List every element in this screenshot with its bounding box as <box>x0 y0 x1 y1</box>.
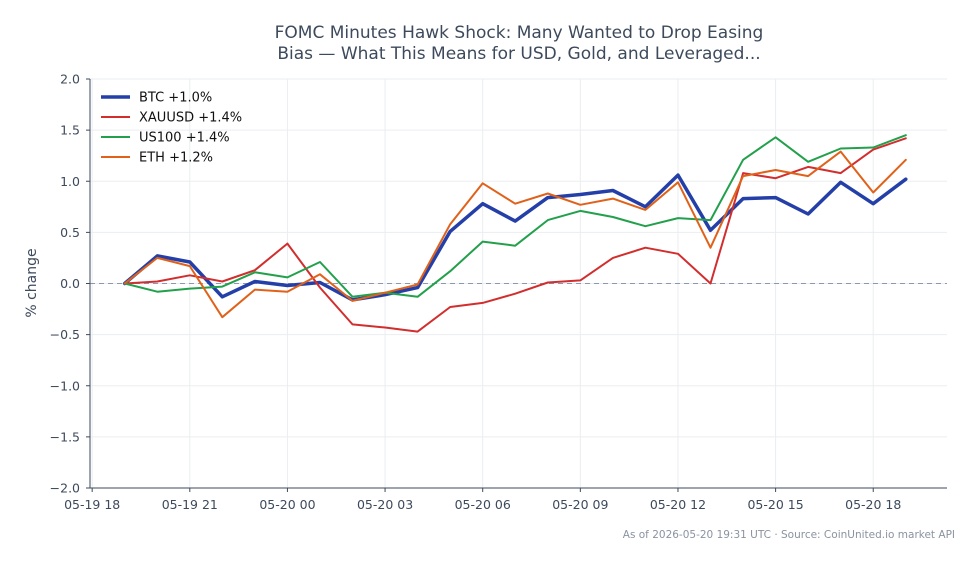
y-tick-label-4: 0.0 <box>60 276 80 291</box>
x-tick-label-0: 05-19 18 <box>64 497 120 512</box>
legend-label-3: ETH +1.2% <box>139 151 213 166</box>
x-tick-label-4: 05-20 06 <box>455 497 511 512</box>
y-tick-label-1: 1.5 <box>60 123 80 138</box>
x-tick-label-5: 05-20 09 <box>552 497 608 512</box>
series-line-3 <box>123 150 907 319</box>
y-axis-label: % change <box>24 248 40 317</box>
y-tick-label-3: 0.5 <box>60 225 80 240</box>
y-tick-label-6: −1.0 <box>50 378 80 393</box>
chart-title-line-1: FOMC Minutes Hawk Shock: Many Wanted to … <box>275 23 764 43</box>
source-footer: As of 2026-05-20 19:31 UTC · Source: Coi… <box>623 529 955 541</box>
x-tick-label-1: 05-19 21 <box>162 497 218 512</box>
x-tick-label-6: 05-20 12 <box>650 497 706 512</box>
series-group <box>122 134 908 333</box>
legend-label-1: XAUUSD +1.4% <box>139 111 242 126</box>
y-tick-labels: 2.0 1.5 1.0 0.5 0.0 −0.5 −1.0 −1.5 −2.0 <box>50 72 80 496</box>
legend-label-0: BTC +1.0% <box>139 91 212 106</box>
x-tick-label-2: 05-20 00 <box>259 497 315 512</box>
y-tick-label-5: −0.5 <box>50 327 80 342</box>
y-tick-label-7: −1.5 <box>50 429 80 444</box>
x-tick-label-8: 05-20 18 <box>845 497 901 512</box>
y-tick-label-2: 1.0 <box>60 174 80 189</box>
x-tick-label-3: 05-20 03 <box>357 497 413 512</box>
series-line-1 <box>123 137 907 333</box>
series-line-2 <box>123 134 907 298</box>
x-tick-label-7: 05-20 15 <box>747 497 803 512</box>
x-tick-labels: 05-19 18 05-19 21 05-20 00 05-20 03 05-20 06… <box>64 497 901 512</box>
axes <box>86 78 947 492</box>
chart-title-line-2: Bias — What This Means for USD, Gold, an… <box>277 44 760 64</box>
legend-label-2: US100 +1.4% <box>139 131 230 146</box>
series-line-0 <box>122 173 908 302</box>
y-tick-label-0: 2.0 <box>60 72 80 87</box>
y-tick-label-8: −2.0 <box>50 481 80 496</box>
legend: BTC +1.0% XAUUSD +1.4% US100 +1.4% ETH +1.2… <box>101 91 242 166</box>
